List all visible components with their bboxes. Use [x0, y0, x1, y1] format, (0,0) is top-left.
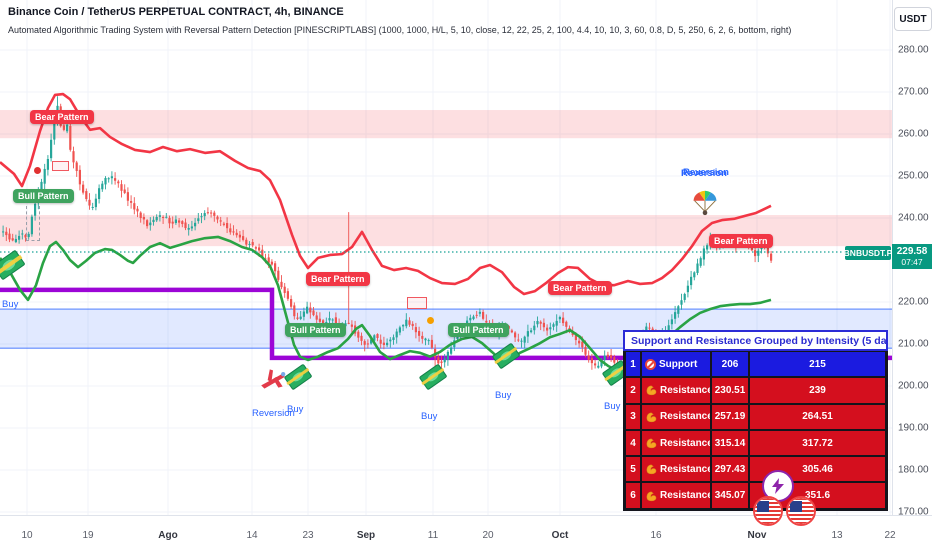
bull-pattern-label: Bull Pattern — [13, 189, 74, 203]
support-resistance-table: Support and Resistance Grouped by Intens… — [623, 330, 888, 511]
pattern-detection-box — [26, 206, 40, 241]
muscle-icon — [646, 386, 657, 396]
time-tick-label: Sep — [356, 530, 376, 541]
time-tick-label: 14 — [246, 530, 258, 541]
row-level-high: 317.72 — [749, 429, 886, 457]
row-number: 4 — [625, 429, 641, 457]
row-kind: Resistance — [641, 456, 711, 483]
time-tick-label: 22 — [884, 530, 896, 541]
indicator-subtitle: Automated Algorithmic Trading System wit… — [8, 25, 792, 35]
time-tick-label: 20 — [482, 530, 494, 541]
bear-pattern-label: Bear Pattern — [30, 110, 94, 124]
economic-event-flag-icon — [753, 496, 783, 526]
currency-toggle-button[interactable]: USDT — [894, 7, 932, 31]
row-level-low: 257.19 — [711, 403, 749, 430]
time-tick-label: 10 — [21, 530, 33, 541]
price-tick-label: 280.00 — [898, 44, 929, 56]
row-level-low: 345.07 — [711, 482, 749, 509]
current-price-badge: 229.58 07:47 — [892, 244, 932, 269]
reversion-label: Reversion — [252, 408, 295, 419]
row-number: 1 — [625, 351, 641, 378]
pattern-detection-box — [52, 161, 69, 171]
row-level-low: 230.51 — [711, 377, 749, 404]
buy-signal-label: Buy — [495, 390, 512, 401]
symbol-tag: BNBUSDT.P — [843, 246, 893, 260]
bar-countdown: 07:47 — [901, 256, 923, 267]
row-level-high: 351.6 — [749, 482, 886, 509]
row-kind: Resistance — [641, 377, 711, 404]
buy-signal-label: Buy — [2, 299, 19, 310]
time-tick-label: 16 — [650, 530, 662, 541]
bear-pattern-label: Bear Pattern — [709, 234, 773, 248]
row-kind: Support — [641, 351, 711, 378]
price-tick-label: 180.00 — [898, 464, 929, 476]
row-level-low: 206 — [711, 351, 749, 378]
table-row: 1 Support 206 215 — [625, 351, 886, 378]
price-tick-label: 260.00 — [898, 128, 929, 140]
price-tick-label: 170.00 — [898, 506, 929, 518]
table-row: 5 Resistance 297.43 305.46 — [625, 456, 886, 483]
muscle-icon — [646, 491, 657, 501]
price-tick-label: 270.00 — [898, 86, 929, 98]
time-tick-label: Nov — [747, 530, 767, 541]
no-entry-icon — [645, 358, 656, 370]
pattern-dot-marker — [34, 167, 41, 174]
bear-pattern-label: Bear Pattern — [548, 281, 612, 295]
table-row: 2 Resistance 230.51 239 — [625, 377, 886, 404]
price-tick-label: 240.00 — [898, 212, 929, 224]
buy-signal-label: Buy — [421, 411, 438, 422]
muscle-icon — [646, 412, 657, 422]
row-number: 2 — [625, 377, 641, 404]
time-tick-label: 19 — [82, 530, 94, 541]
buy-signal-label: Buy — [604, 401, 621, 412]
row-level-high: 305.46 — [749, 456, 886, 483]
table-rows: 1 Support 206 215 2 Resistance 230.51 239 3 Resis… — [625, 351, 886, 509]
row-level-high: 215 — [749, 351, 886, 378]
reversion-label: Reversion — [681, 168, 727, 179]
price-tick-label: 250.00 — [898, 170, 929, 182]
time-tick-label: 13 — [831, 530, 843, 541]
time-tick-label: Ago — [158, 530, 178, 541]
chart-title: Binance Coin / TetherUS PERPETUAL CONTRA… — [8, 6, 344, 18]
pattern-dot-marker — [427, 317, 434, 324]
row-level-low: 315.14 — [711, 429, 749, 457]
time-tick-label: 23 — [302, 530, 314, 541]
price-tick-label: 200.00 — [898, 380, 929, 392]
table-title: Support and Resistance Grouped by Intens… — [631, 334, 888, 347]
row-number: 3 — [625, 403, 641, 430]
row-number: 5 — [625, 456, 641, 483]
current-price-value: 229.58 — [896, 245, 928, 257]
economic-event-lightning-icon — [762, 470, 794, 502]
muscle-icon — [646, 438, 657, 449]
parachute-icon — [690, 188, 720, 223]
airplane-icon — [258, 364, 288, 399]
row-level-high: 239 — [749, 377, 886, 404]
price-tick-label: 220.00 — [898, 296, 929, 308]
bull-pattern-label: Bull Pattern — [285, 323, 346, 337]
table-row: 3 Resistance 257.19 264.51 — [625, 403, 886, 430]
bear-pattern-label: Bear Pattern — [306, 272, 370, 286]
price-tick-label: 190.00 — [898, 422, 929, 434]
time-tick-label: 11 — [427, 530, 439, 541]
muscle-icon — [646, 464, 657, 475]
economic-event-flag-icon — [786, 496, 816, 526]
price-tick-label: 210.00 — [898, 338, 929, 350]
table-row: 4 Resistance 315.14 317.72 — [625, 429, 886, 457]
time-tick-label: Oct — [551, 530, 569, 541]
table-header: Support and Resistance Grouped by Intens… — [623, 330, 888, 351]
row-number: 6 — [625, 482, 641, 509]
bull-pattern-label: Bull Pattern — [448, 323, 509, 337]
row-kind: Resistance — [641, 403, 711, 430]
row-kind: Resistance — [641, 482, 711, 509]
row-level-high: 264.51 — [749, 403, 886, 430]
pattern-detection-box — [407, 297, 427, 309]
row-level-low: 297.43 — [711, 456, 749, 483]
row-kind: Resistance — [641, 429, 711, 457]
buy-signal-label: Buy — [287, 404, 304, 415]
